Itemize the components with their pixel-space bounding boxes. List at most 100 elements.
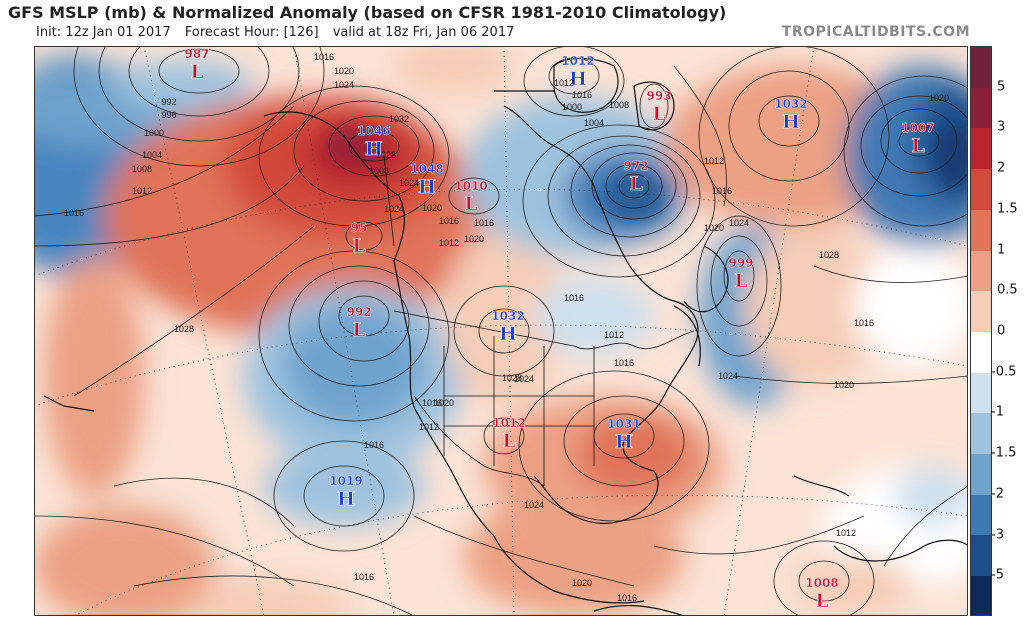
isobar-label: 1012 — [704, 156, 724, 166]
isobar-label: 1020 — [434, 398, 454, 408]
colorbar-swatch — [971, 169, 991, 210]
isobar-labels: 1016102010249929961000100410081012101610… — [64, 52, 949, 603]
pressure-center-value: 992 — [346, 305, 371, 319]
brand-watermark: TROPICALTIDBITS.COM — [781, 24, 970, 40]
isobar-label: 1028 — [174, 324, 194, 334]
colorbar-tick-label: 1 — [997, 242, 1006, 258]
isobar-label: 1012 — [604, 330, 624, 340]
pressure-center-value: 999 — [728, 256, 753, 270]
isobar-label: 1020 — [834, 380, 854, 390]
map-subtitle: Init: 12z Jan 01 2017 Forecast Hour: [12… — [36, 25, 524, 40]
isobar-label: 1016 — [474, 218, 494, 228]
isobar-label: 1028 — [376, 150, 396, 160]
pressure-center-value: 987 — [184, 47, 209, 61]
isobar-label: 1016 — [354, 572, 374, 582]
isobar-label: 1012 — [132, 186, 152, 196]
isobar-label: 1016 — [854, 318, 874, 328]
init-time: Init: 12z Jan 01 2017 — [36, 25, 171, 40]
colorbar-tick-label: -1.5 — [991, 445, 1017, 461]
low-pressure-marker: L — [190, 61, 203, 83]
colorbar-swatch — [971, 454, 991, 495]
pressure-center-value: 1010 — [454, 179, 487, 193]
low-pressure-marker: L — [502, 430, 515, 452]
colorbar-tick-label: -1 — [991, 404, 1004, 420]
low-pressure-marker: L — [911, 135, 924, 157]
isobar-label: 1012 — [836, 528, 856, 538]
isobar-label: 1024 — [384, 204, 404, 214]
colorbar-tick-label: -3 — [991, 527, 1004, 543]
isobars — [34, 46, 968, 616]
colorbar-tick-label: -5 — [991, 567, 1004, 583]
isobar-label: 1032 — [389, 114, 409, 124]
isobar-label: 996 — [161, 110, 176, 120]
pressure-center-value: 972 — [623, 159, 648, 173]
isobar-label: 1020 — [929, 93, 949, 103]
colorbar-swatch — [971, 209, 991, 251]
isobar-label: 1024 — [399, 178, 419, 188]
colorbar-tick-label: 2 — [997, 160, 1006, 176]
isobar-label: 1020 — [422, 203, 442, 213]
valid-time: valid at 18z Fri, Jan 06 2017 — [332, 25, 515, 40]
isobar-label: 1008 — [369, 166, 389, 176]
isobar-label: 1000 — [144, 128, 164, 138]
pressure-center-value: 1032 — [774, 97, 807, 111]
isobar-label: 1024 — [718, 371, 738, 381]
isobar-label: 1012 — [554, 78, 574, 88]
isobar-label: 1016 — [572, 90, 592, 100]
colorbar-swatch — [971, 128, 991, 170]
pressure-center-value: 1046 — [357, 124, 390, 138]
colorbar-swatch — [971, 535, 991, 577]
colorbar-swatch — [971, 372, 991, 414]
coastlines — [43, 57, 968, 616]
low-pressure-marker: L — [464, 193, 477, 215]
isobar-label: 1012 — [439, 238, 459, 248]
high-pressure-marker: H — [615, 431, 633, 453]
isobar-label: 1024 — [729, 218, 749, 228]
colorbar-tick-label: 0 — [997, 323, 1006, 339]
pressure-center-value: 1007 — [901, 121, 934, 135]
colorbar-tick-label: -2 — [991, 486, 1004, 502]
pressure-center-value: 993 — [646, 89, 671, 103]
low-pressure-marker: L — [352, 235, 365, 257]
isobar-label: 1016 — [617, 593, 637, 603]
pressure-center-value: 95 — [351, 221, 368, 235]
isobar-label: 1020 — [464, 234, 484, 244]
colorbar-swatch — [971, 47, 991, 88]
colorbar-swatch — [971, 250, 991, 292]
colorbar-tick-label: 5 — [997, 79, 1006, 95]
colorbar-swatch — [971, 291, 991, 332]
isobar-label: 1016 — [314, 52, 334, 62]
low-pressure-marker: L — [815, 590, 828, 612]
isobar-label: 1024 — [524, 500, 544, 510]
anomaly-colorbar — [970, 46, 992, 616]
isobar-label: 1016 — [439, 216, 459, 226]
isobar-label: 1020 — [334, 66, 354, 76]
isobar-label: 1016 — [422, 398, 442, 408]
low-pressure-marker: L — [352, 319, 365, 341]
political-borders — [383, 155, 695, 487]
isobar-label: 1008 — [609, 100, 629, 110]
high-pressure-marker: H — [499, 323, 517, 345]
colorbar-swatch — [971, 87, 991, 129]
low-pressure-marker: L — [734, 270, 747, 292]
isobar-label: 1020 — [704, 223, 724, 233]
isobar-label: 1024 — [334, 80, 354, 90]
isobar-label: 1028 — [502, 373, 522, 383]
isobar-label: 992 — [161, 97, 176, 107]
isobar-label: 1004 — [584, 118, 604, 128]
colorbar-tick-label: 0.5 — [997, 282, 1018, 298]
colorbar-swatch — [971, 413, 991, 455]
isobar-label: 1016 — [64, 208, 84, 218]
isobar-label: 1016 — [614, 358, 634, 368]
isobar-label: 1012 — [419, 422, 439, 432]
colorbar-swatch — [971, 576, 991, 615]
isobar-label: 1020 — [572, 578, 592, 588]
pressure-center-value: 1031 — [607, 417, 640, 431]
isobar-label: 1016 — [364, 440, 384, 450]
isobar-label: 1000 — [562, 102, 582, 112]
isobar-label: 1004 — [142, 150, 162, 160]
pressure-center-value: 1008 — [805, 576, 838, 590]
graticule — [34, 46, 968, 616]
high-pressure-marker: H — [365, 138, 383, 160]
